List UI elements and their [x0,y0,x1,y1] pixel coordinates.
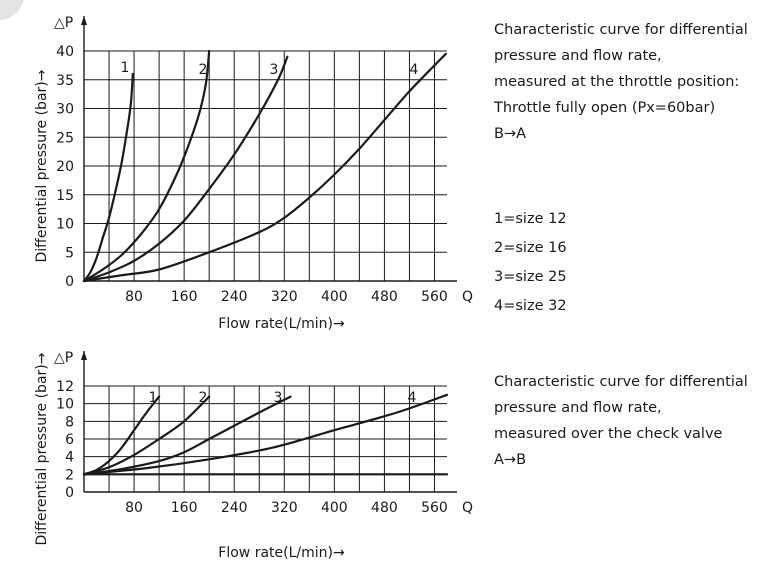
y-tick-label: 0 [65,274,74,290]
x-tick-label: 560 [421,289,448,305]
y-tick-label: 0 [65,485,74,501]
legend-item: 1=size 12 [494,211,567,227]
x-tick-label: 80 [125,500,143,516]
y-tick-label: 2 [65,467,74,483]
chart-1: 0 5 10 15 20 25 30 35 40 80 160 240 320 400 480 560 △P Q F… [34,15,473,332]
series-line-3 [82,55,289,283]
x-tick-label: 80 [125,289,143,305]
series-line-2 [82,49,211,283]
x-tick-label: 480 [371,500,398,516]
y-axis-symbol: △P [54,15,73,31]
x-tick-label: 320 [271,500,298,516]
y-tick-label: 10 [56,397,74,413]
y-axis-arrow [81,351,87,360]
y-axis-symbol: △P [54,350,73,366]
x-tick-label: 160 [171,500,198,516]
series-line-4 [82,393,449,476]
series-line-2 [82,395,211,476]
x-tick-label: 240 [221,289,248,305]
y-tick-label: 6 [65,432,74,448]
x-axis-symbol: Q [462,500,473,516]
series-label-1: 1 [121,60,130,76]
series-label-4: 4 [408,390,417,406]
y-tick-label: 10 [56,217,74,233]
description-bottom-line: pressure and flow rate, [494,400,662,416]
legend-item: 4=size 32 [494,298,567,314]
series-line-1 [82,395,161,476]
description-bottom: Characteristic curve for differential pr… [494,369,748,473]
y-axis-arrow [81,16,87,25]
x-tick-label: 240 [221,500,248,516]
y-tick-label: 30 [56,102,74,118]
x-axis-title: Flow rate(L/min)→ [218,545,345,561]
y-tick-label: 8 [65,414,74,430]
y-tick-label: 25 [56,130,74,146]
series-line-3 [82,395,292,476]
description-bottom-line: Characteristic curve for differential [494,374,748,390]
description-top-line: Throttle fully open (Px=60bar) [494,100,716,116]
y-axis-title: Differential pressure (bar)→ [34,69,50,262]
series-label-2: 2 [199,62,208,78]
y-tick-label: 35 [56,73,74,89]
legend-item: 2=size 16 [494,240,567,256]
y-tick-label: 4 [65,450,74,466]
x-tick-label: 160 [171,289,198,305]
x-axis-symbol: Q [462,289,473,305]
x-tick-label: 400 [321,289,348,305]
y-tick-label: 20 [56,159,74,175]
y-tick-label: 5 [65,245,74,261]
description-top-line: pressure and flow rate, [494,48,662,64]
description-top-line: B→A [494,126,527,142]
description-bottom-line: A→B [494,452,527,468]
series-label-4: 4 [410,62,419,78]
series-line-1 [82,72,134,283]
x-tick-label: 400 [321,500,348,516]
series-label-2: 2 [199,390,208,406]
description-top-line: measured at the throttle position: [494,74,740,90]
x-tick-label: 320 [271,289,298,305]
legend: 1=size 12 2=size 16 3=size 25 4=size 32 [494,205,567,321]
series-label-3: 3 [274,390,283,406]
x-tick-label: 560 [421,500,448,516]
x-axis-title: Flow rate(L/min)→ [218,316,345,332]
x-tick-label: 480 [371,289,398,305]
description-top: Characteristic curve for differential pr… [494,17,748,147]
description-bottom-line: measured over the check valve [494,426,723,442]
series-label-3: 3 [270,62,279,78]
description-top-line: Characteristic curve for differential [494,22,748,38]
legend-item: 3=size 25 [494,269,567,285]
y-tick-label: 12 [56,379,74,395]
y-axis-title: Differential pressure (bar)→ [34,352,50,545]
y-tick-label: 15 [56,188,74,204]
y-tick-label: 40 [56,44,74,60]
series-label-1: 1 [149,390,158,406]
series-line-4 [82,52,447,283]
